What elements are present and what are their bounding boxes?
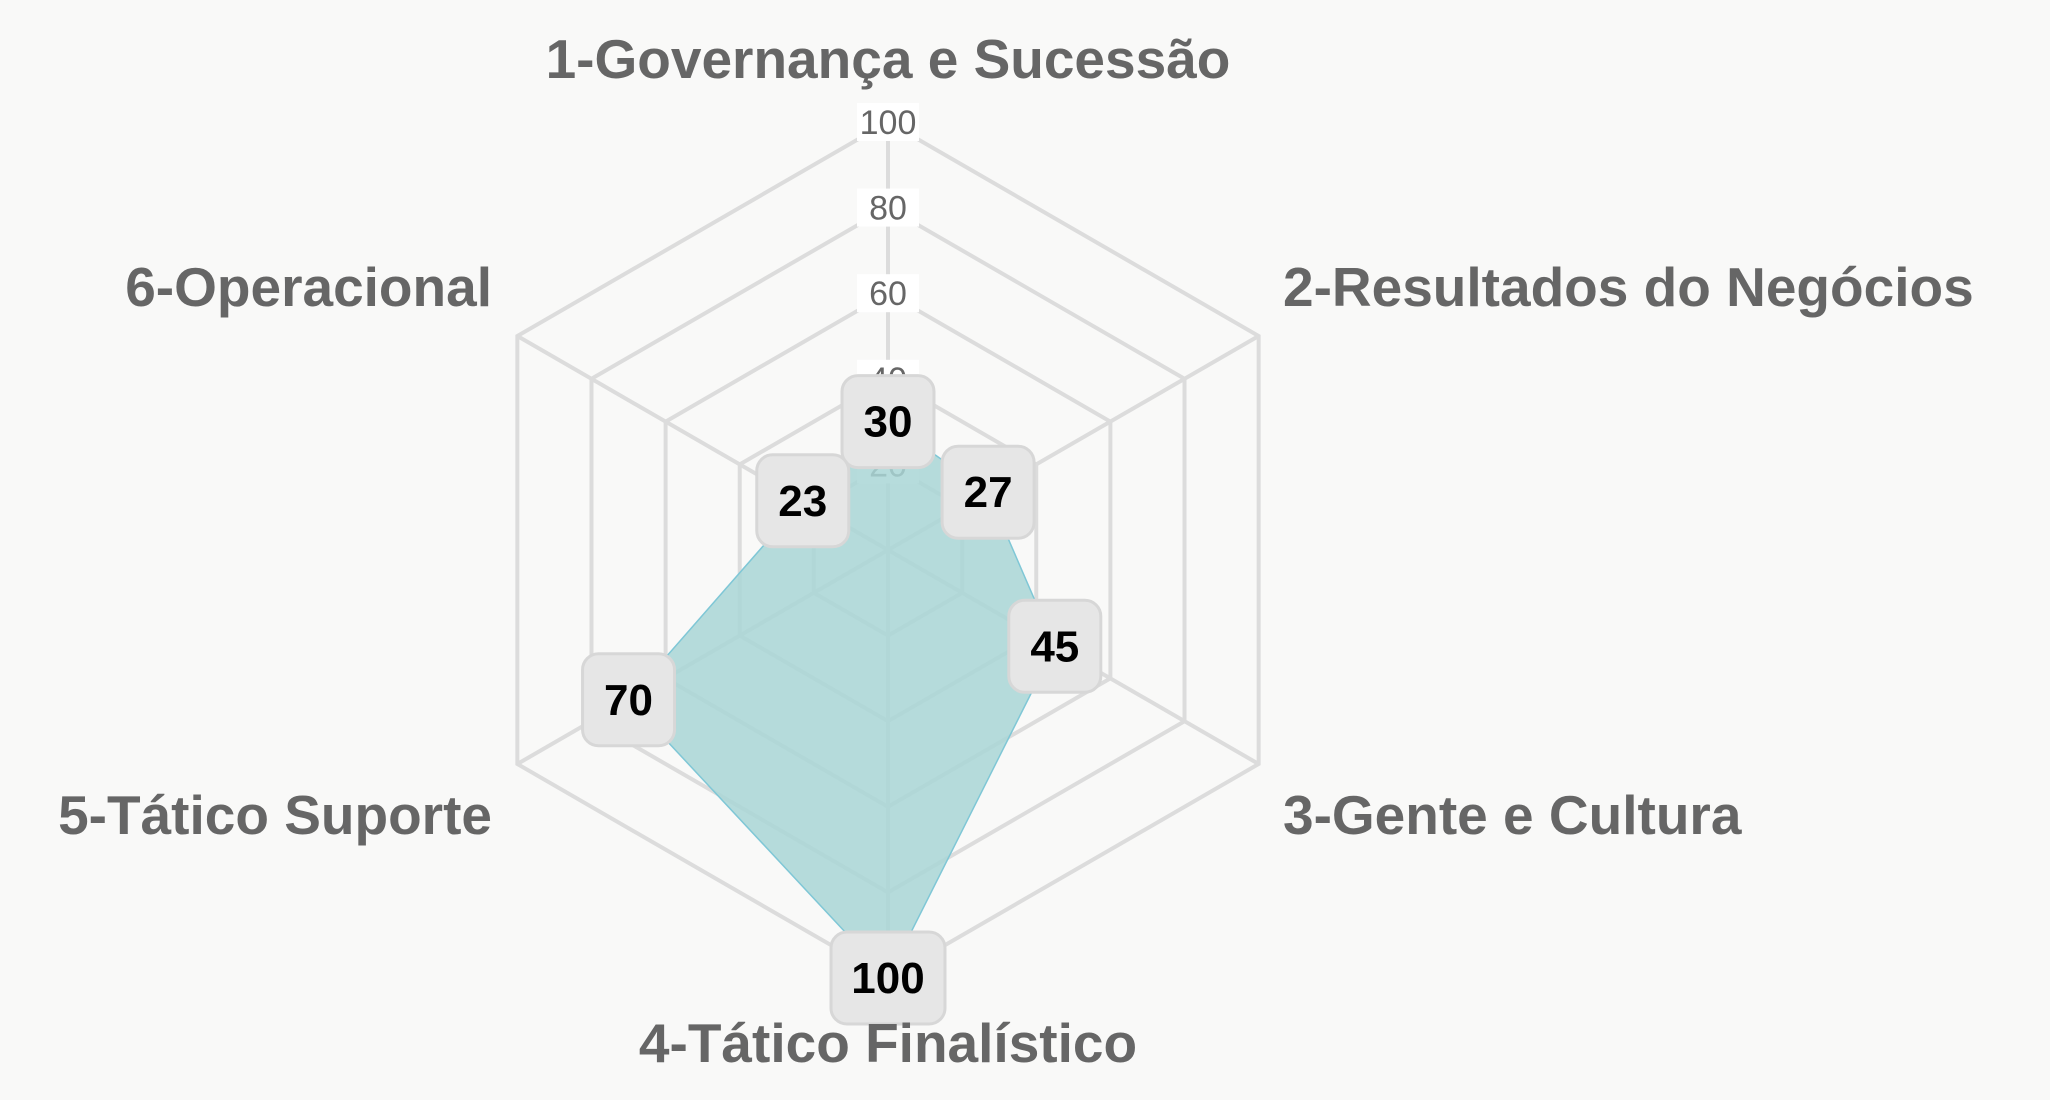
value-label-text: 23 bbox=[778, 477, 827, 526]
tick-label-bg bbox=[857, 188, 919, 227]
axis-label: 5-Tático Suporte bbox=[58, 784, 492, 846]
value-label-box bbox=[755, 453, 851, 549]
value-label: 70 bbox=[581, 652, 677, 748]
tick-label: 100 bbox=[860, 104, 917, 142]
tick-label: 60 bbox=[869, 275, 907, 313]
value-label-box bbox=[840, 374, 936, 470]
tick-label: 80 bbox=[869, 190, 907, 228]
value-label-text: 30 bbox=[864, 398, 913, 447]
value-label-text: 27 bbox=[964, 468, 1013, 517]
value-label: 23 bbox=[755, 453, 851, 549]
value-label: 30 bbox=[840, 374, 936, 470]
value-label-box bbox=[940, 444, 1036, 540]
axis-label: 6-Operacional bbox=[125, 256, 492, 318]
axis-label: 1-Governança e Sucessão bbox=[546, 28, 1231, 90]
tick-label-bg bbox=[857, 274, 919, 313]
value-label-box bbox=[581, 652, 677, 748]
value-label-text: 45 bbox=[1030, 622, 1079, 671]
tick-label-bg bbox=[857, 103, 919, 141]
value-label: 45 bbox=[1007, 598, 1103, 694]
axis-label: 4-Tático Finalístico bbox=[639, 1012, 1137, 1074]
axis-labels: 1-Governança e Sucessão 2-Resultados do N… bbox=[58, 28, 1974, 1074]
axis-label: 2-Resultados do Negócios bbox=[1283, 256, 1974, 318]
value-label-text: 70 bbox=[604, 676, 653, 725]
axis-label: 3-Gente e Cultura bbox=[1283, 784, 1742, 846]
value-labels: 30 27 45 100 70 23 bbox=[581, 374, 1103, 1026]
value-label: 27 bbox=[940, 444, 1036, 540]
value-label-box bbox=[829, 930, 947, 1026]
value-label: 100 bbox=[829, 930, 947, 1026]
value-label-box bbox=[1007, 598, 1103, 694]
value-label-text: 100 bbox=[851, 954, 924, 1003]
